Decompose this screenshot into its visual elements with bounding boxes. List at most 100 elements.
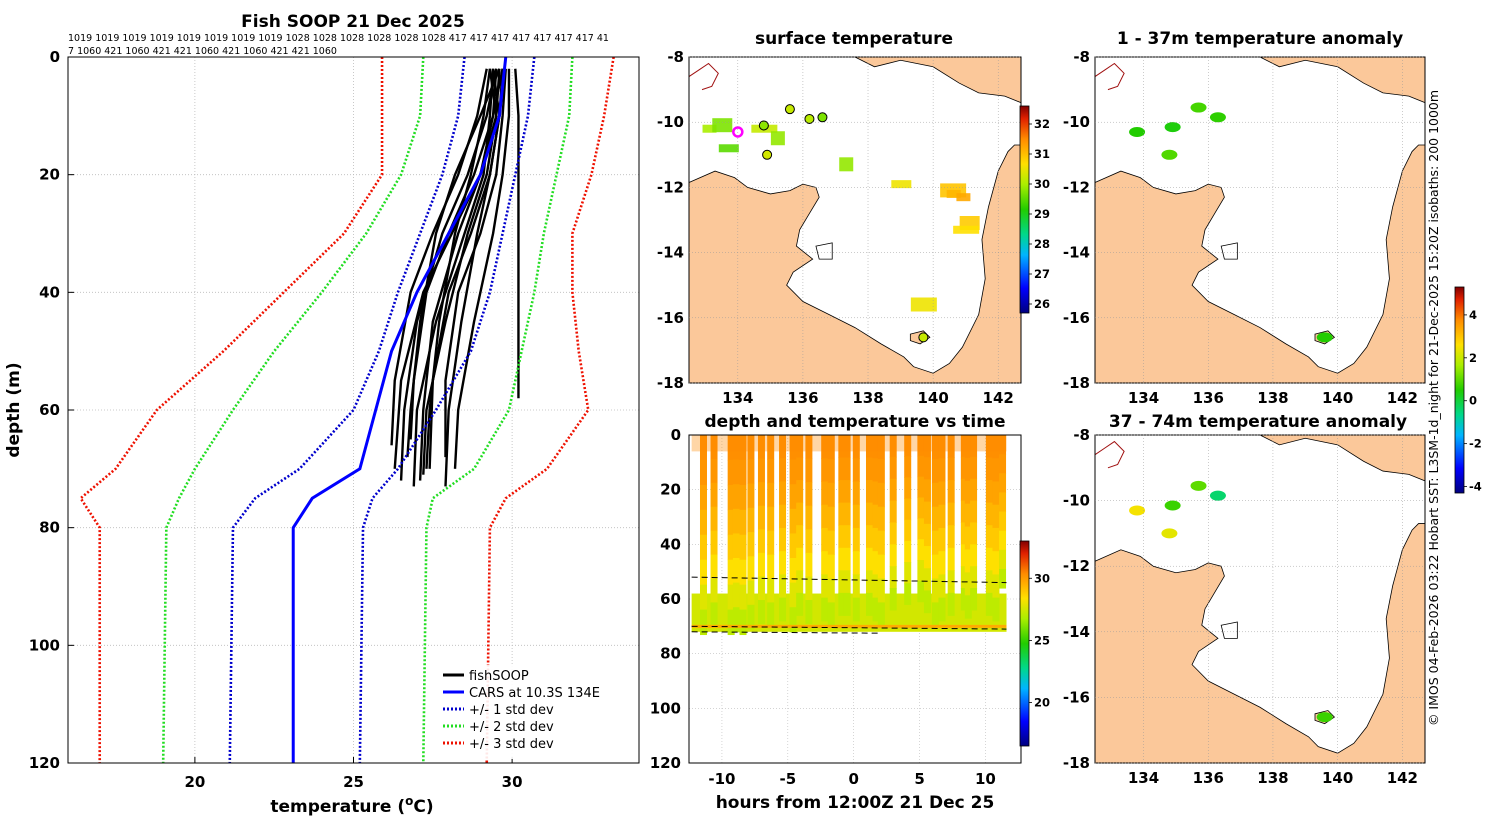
legend: fishSOOP CARS at 10.3S 134E +/- 1 std de… <box>435 665 615 759</box>
sst-point <box>762 149 773 160</box>
map-tick-label-lon: 136 <box>787 389 818 407</box>
dtt-xlabel: hours from 12:00Z 21 Dec 25 <box>716 793 995 813</box>
dtt-dive-segment <box>999 492 1007 513</box>
map-tick-label-lat: -14 <box>1063 244 1090 262</box>
colorbar-label: 4 <box>1469 308 1477 322</box>
dtt-dive-segment <box>889 456 897 480</box>
dtt-dive-segment <box>789 582 797 608</box>
dtt-dive-segment <box>710 530 718 556</box>
ids-row-1: 1019 1019 1019 1019 1019 1019 1019 1019 … <box>68 33 609 44</box>
map-tick-label-lat: -8 <box>1073 426 1090 444</box>
sst-point <box>758 120 769 131</box>
dtt-surface-layer <box>691 435 1007 452</box>
dtt-dive-segment <box>757 435 765 460</box>
dtt-tick-label-y: 80 <box>660 645 681 663</box>
dtt-dive-segment <box>872 597 880 622</box>
dtt-dive-segment <box>838 592 846 616</box>
dtt-dive-segment <box>877 506 885 532</box>
dtt-dive-segment <box>821 481 829 506</box>
dtt-dive-segment <box>923 590 931 614</box>
anomaly-point <box>1161 528 1178 539</box>
map-lagoon <box>1220 242 1238 260</box>
dtt-dive-segment <box>789 508 797 534</box>
dtt-dive-segment <box>985 547 993 571</box>
dtt-dive-segment <box>917 476 925 499</box>
dtt-dive-segment <box>747 532 755 557</box>
dtt-dive-segment <box>917 455 925 478</box>
profile-grid <box>68 56 639 764</box>
dtt-dive-segment <box>821 574 829 599</box>
dtt-dive-segment <box>796 592 804 616</box>
dtt-dive-segment <box>838 570 846 594</box>
colorbar-label: 32 <box>1034 117 1050 131</box>
dtt-dive-segment <box>960 522 968 545</box>
map-tick-label-lat: -12 <box>657 178 684 196</box>
dtt-tick-label-y: 60 <box>660 590 681 608</box>
sst-patch <box>839 157 854 172</box>
dtt-dive-segment <box>739 534 747 561</box>
sst-patch <box>910 297 937 312</box>
dtt-dive-segment <box>923 568 931 591</box>
dtt-dive-segment <box>779 481 787 506</box>
profile-tick-label-x: 30 <box>502 773 523 791</box>
fishsoop-profile <box>425 68 492 469</box>
dtt-dive-segment <box>852 527 860 552</box>
dtt-dive-segment <box>931 602 939 627</box>
map-tick-label-lat: -16 <box>1063 688 1090 706</box>
profile-tick-label-y: 80 <box>39 519 60 537</box>
dtt-dive-segment <box>710 506 718 532</box>
dtt-ref-line <box>691 625 1007 630</box>
dtt-dive-segment <box>865 457 873 481</box>
dtt-dive-segment <box>710 458 718 484</box>
profile-ylabel: depth (m) <box>4 362 24 457</box>
dtt-dive-segment <box>865 480 873 504</box>
dtt-dive-segment <box>739 584 747 611</box>
dtt-dive-segment <box>889 588 897 611</box>
map-isobath <box>1094 440 1125 469</box>
dtt-dive-segment <box>767 578 775 603</box>
dtt-dive-segment <box>931 435 939 460</box>
dtt-dive-segment <box>747 604 755 630</box>
profile-tick-label-x: 20 <box>184 773 205 791</box>
map-tick-label-lon: 138 <box>1257 769 1288 787</box>
profile-tick-label-y: 40 <box>39 283 60 301</box>
dtt-dive-segment <box>739 509 747 536</box>
fishsoop-profile <box>399 68 498 481</box>
dtt-dive-segment <box>699 435 707 461</box>
dtt-dive-segment <box>767 458 775 484</box>
dtt-dive-segment <box>852 458 860 482</box>
dtt-dive-segment <box>779 551 787 575</box>
legend-label-fishsoop: fishSOOP <box>469 669 529 684</box>
ids-row-2: 7 1060 421 1060 421 421 1060 421 1060 42… <box>68 46 337 57</box>
dtt-dive-segment <box>992 458 1000 482</box>
dtt-dive-segment <box>796 570 804 594</box>
dtt-dive-segment <box>923 479 931 503</box>
profile-lines <box>78 56 615 764</box>
dtt-dive-segment <box>739 435 747 461</box>
dtt-dive-segment <box>992 551 1000 575</box>
dtt-dive-segment <box>947 502 955 526</box>
anom2-title: 37 - 74m temperature anomaly <box>1109 412 1407 432</box>
dtt-dive-segment <box>732 508 740 534</box>
dtt-dive-segment <box>699 484 707 511</box>
dtt-dive-segment <box>970 456 978 480</box>
dtt-dive-segment <box>838 435 846 459</box>
dtt-dive-segment <box>805 435 813 460</box>
dtt-dive-segment <box>960 500 968 523</box>
map-tick-label-lat: -18 <box>657 374 684 392</box>
dtt-dive-segment <box>904 583 912 605</box>
dtt-dive-segment <box>877 578 885 603</box>
dtt-tick-label-y: 100 <box>650 699 681 717</box>
series-cars-at-10-3s-134e <box>291 56 508 763</box>
dtt-dive-segment <box>889 478 897 502</box>
dtt-dive-segment <box>739 559 747 586</box>
anom2-map: -8 -10 -12 -14 -16 -18 134 136 138 140 142 <box>1063 426 1426 787</box>
surface-title: surface temperature <box>755 29 953 49</box>
dtt-dive-segment <box>964 572 972 596</box>
map-tick-label-lat: -14 <box>657 244 684 262</box>
dtt-dive-segment <box>960 478 968 502</box>
dtt-dive-segment <box>992 481 1000 506</box>
profile-tick-label-x: 25 <box>343 773 364 791</box>
map-tick-label-lat: -18 <box>1063 374 1090 392</box>
dtt-dive-segment <box>732 484 740 510</box>
